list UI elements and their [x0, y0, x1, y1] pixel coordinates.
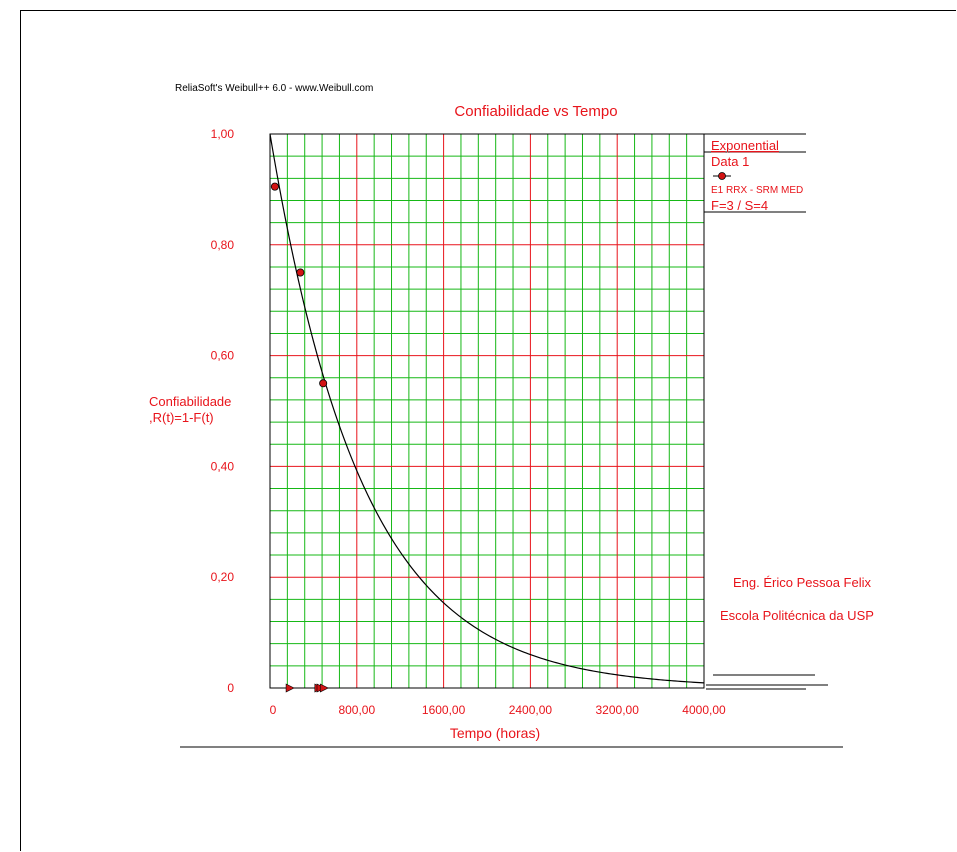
source-note: ReliaSoft's Weibull++ 6.0 - www.Weibull.… — [175, 83, 374, 94]
legend-counts: F=3 / S=4 — [711, 198, 768, 213]
y-tick-label: 0 — [227, 681, 234, 695]
reliability-curve — [269, 133, 705, 684]
grid-minor-lines — [270, 134, 704, 688]
page-frame — [20, 10, 956, 851]
bottom-right-lines — [706, 674, 828, 690]
failure-point — [319, 379, 328, 388]
x-tick-label: 800,00 — [338, 703, 375, 717]
x-tick-label: 2400,00 — [509, 703, 553, 717]
x-tick-label: 1600,00 — [422, 703, 466, 717]
school-note: Escola Politécnica da USP — [720, 608, 874, 623]
y-axis-label: Confiabilidade ,R(t)=1-F(t) — [149, 394, 232, 425]
tick-labels: 0 800,00 1600,00 2400,00 3200,00 4000,00 0 0,20… — [211, 127, 726, 717]
legend-marker-point — [718, 172, 726, 180]
x-tick-label: 0 — [270, 703, 277, 717]
plot-border — [269, 133, 705, 689]
x-tick-label: 4000,00 — [682, 703, 726, 717]
suspension-marker — [285, 683, 295, 693]
failure-points — [270, 182, 328, 388]
chart-title: Confiabilidade vs Tempo — [454, 103, 618, 120]
y-tick-label: 0,60 — [211, 349, 235, 363]
y-tick-label: 1,00 — [211, 127, 235, 141]
failure-point — [270, 182, 279, 191]
grid-major-lines — [270, 134, 704, 688]
author-note: Eng. Érico Pessoa Felix — [733, 575, 872, 590]
y-tick-label: 0,20 — [211, 570, 235, 584]
y-tick-label: 0,40 — [211, 459, 235, 473]
legend-description: E1 RRX - SRM MED — [711, 185, 803, 196]
legend-model: Exponential — [711, 138, 779, 153]
suspension-marker — [319, 683, 329, 693]
x-axis-label: Tempo (horas) — [449, 725, 541, 741]
legend: Exponential Data 1 E1 RRX - SRM MED F=3 … — [704, 133, 806, 213]
suspension-markers — [285, 683, 329, 693]
legend-dataset: Data 1 — [711, 154, 749, 169]
y-tick-label: 0,80 — [211, 238, 235, 252]
x-tick-label: 3200,00 — [596, 703, 640, 717]
failure-point — [296, 268, 305, 277]
